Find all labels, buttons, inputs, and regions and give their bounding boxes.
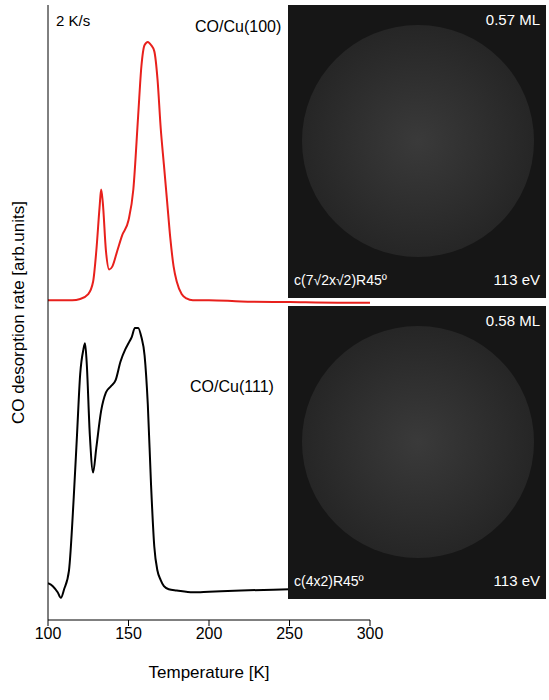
- svg-text:300: 300: [357, 625, 384, 642]
- svg-text:250: 250: [276, 625, 303, 642]
- html-text:0.57 ML: 0.57 ML: [485, 11, 540, 28]
- html-text:CO/Cu(100): CO/Cu(100): [195, 18, 282, 35]
- svg-text:100: 100: [35, 625, 62, 642]
- html-text:c(4x2)R45º: c(4x2)R45º: [294, 573, 364, 589]
- svg-text:200: 200: [196, 625, 223, 642]
- html-text:CO/Cu(111): CO/Cu(111): [190, 378, 274, 395]
- html-text:113 eV: 113 eV: [493, 572, 540, 589]
- svg-text:CO desorption rate [arb.units]: CO desorption rate [arb.units]: [9, 201, 28, 424]
- svg-text:150: 150: [115, 625, 142, 642]
- html-text:0.58 ML: 0.58 ML: [485, 312, 540, 329]
- html-text:113 eV: 113 eV: [493, 271, 540, 288]
- html-text:2 K/s: 2 K/s: [56, 12, 91, 29]
- html-text:c(7√2x√2)R45º: c(7√2x√2)R45º: [294, 272, 387, 288]
- svg-text:Temperature [K]: Temperature [K]: [149, 663, 270, 682]
